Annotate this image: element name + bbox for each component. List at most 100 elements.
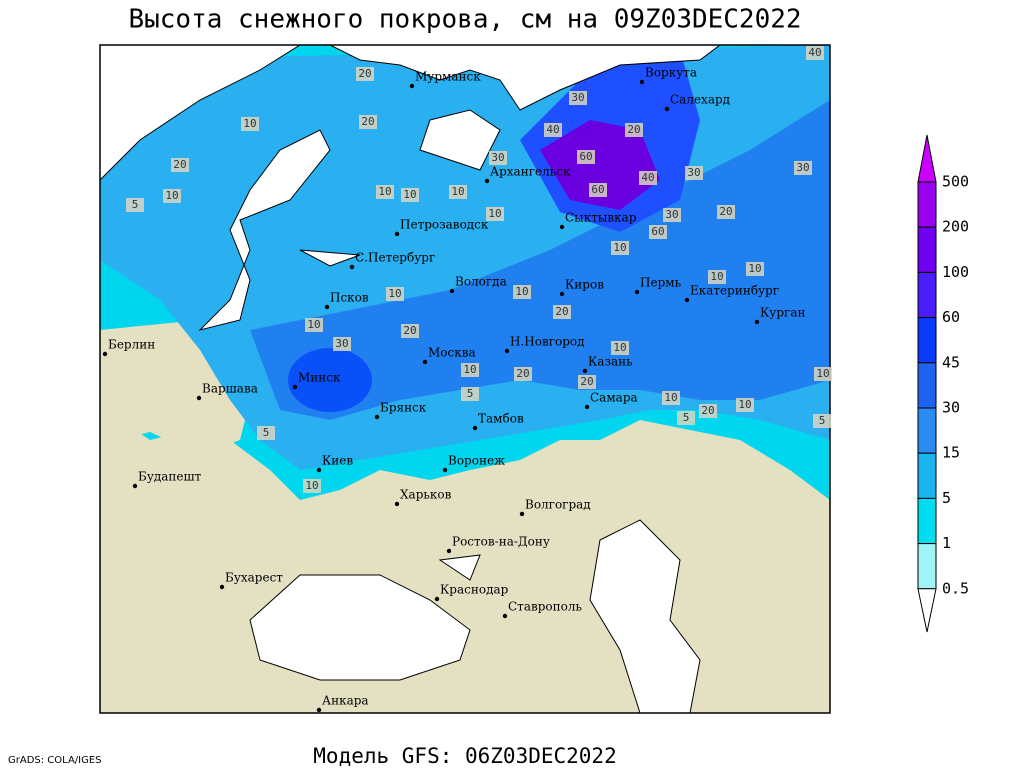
city-label: Воркута [645,66,697,80]
contour-label-bg [544,123,562,137]
contour-label-bg [611,341,629,355]
city-dot [394,501,400,507]
city-label: Волгоград [525,498,591,512]
contour-label-bg [401,324,419,338]
colorbar-label: 15 [942,444,960,462]
contour-label-bg [663,208,681,222]
contour-label: 30 [665,208,678,221]
contour-label: 60 [579,150,592,163]
contour-label: 5 [819,414,826,427]
colorbar-label: 200 [942,218,969,236]
city-label: Брянск [380,401,427,415]
city-dot [472,425,478,431]
city-label: Мурманск [415,70,481,84]
contour-label: 40 [546,123,559,136]
city-label: Архангельск [490,165,571,179]
contour-label-bg [717,205,735,219]
colorbar-label: 100 [942,263,969,281]
city-label: С.Петербург [355,251,435,265]
city-label: Екатеринбург [690,284,779,298]
city-label: Курган [760,306,805,320]
city-dot [442,467,448,473]
city-label: Петрозаводск [400,218,489,232]
city-dot [582,368,588,374]
city-label: Тамбов [478,412,524,426]
contour-label-bg [126,198,144,212]
city-label: Салехард [670,93,730,107]
contour-label: 10 [748,262,761,275]
map [100,45,830,713]
contour-label: 10 [388,287,401,300]
city-label: Самара [590,391,638,405]
city-dot [634,289,640,295]
contour-label: 20 [701,404,714,417]
city-dot [484,178,490,184]
contour-label: 10 [664,391,677,404]
contour-label-bg [376,185,394,199]
city-dot [664,106,670,112]
city-label: Пермь [640,276,682,290]
city-label: Варшава [202,382,258,396]
colorbar-cap [917,134,937,183]
city-dot [684,297,690,303]
contour-label-bg [461,387,479,401]
city-label: Будапешт [138,470,202,484]
contour-label: 10 [488,207,501,220]
contour-label-bg [386,287,404,301]
contour-label-bg [736,398,754,412]
credit: GrADS: COLA/IGES [8,755,102,766]
contour-label: 20 [361,115,374,128]
contour-label-bg [241,117,259,131]
city-label: Анкара [322,694,369,708]
city-dot [316,467,322,473]
contour-label-bg [257,426,275,440]
colorbar: 500 200 100 60 45 30 15 5 1 0.5 [917,134,969,633]
city-dot [219,584,225,590]
city-label: Краснодар [440,583,509,597]
city-label: Ставрополь [508,600,582,614]
colorbar-box [917,407,937,454]
colorbar-box [917,362,937,409]
contour-label-bg [578,375,596,389]
city-dot [519,511,525,517]
city-dot [374,414,380,420]
map-title: Высота снежного покрова, см на 09Z03DEC2… [128,5,801,35]
contour-label: 20 [719,205,732,218]
city-dot [639,79,645,85]
contour-label: 10 [463,363,476,376]
city-label: Псков [330,291,369,305]
contour-label-bg [333,337,351,351]
city-dot [502,613,508,619]
city-label: Сыктывкар [565,211,637,225]
colorbar-box [917,271,937,319]
contour-label-bg [639,171,657,185]
colorbar-box [917,452,937,499]
city-label: Бухарест [225,571,283,585]
colorbar-label: 45 [942,353,960,371]
colorbar-box [917,497,937,545]
contour-label-bg [746,262,764,276]
city-label: Ростов-на-Дону [452,535,550,549]
contour-label-bg [359,115,377,129]
contour-label-bg [794,161,812,175]
contour-label-bg [461,363,479,377]
model-label: Модель GFS: 06Z03DEC2022 [313,744,616,768]
city-dot [422,359,428,365]
contour-label: 20 [580,375,593,388]
city-dot [292,384,298,390]
city-label: Харьков [400,488,452,502]
contour-label-bg [569,91,587,105]
contour-label: 10 [710,270,723,283]
city-dot [559,291,565,297]
city-label: Вологда [455,275,507,289]
contour-label-bg [625,123,643,137]
contour-label-bg [303,479,321,493]
contour-label: 5 [132,198,139,211]
contour-label: 30 [571,91,584,104]
contour-label: 40 [641,171,654,184]
colorbar-box [917,226,937,273]
city-dot [754,319,760,325]
contour-label: 10 [515,285,528,298]
city-dot [132,483,138,489]
